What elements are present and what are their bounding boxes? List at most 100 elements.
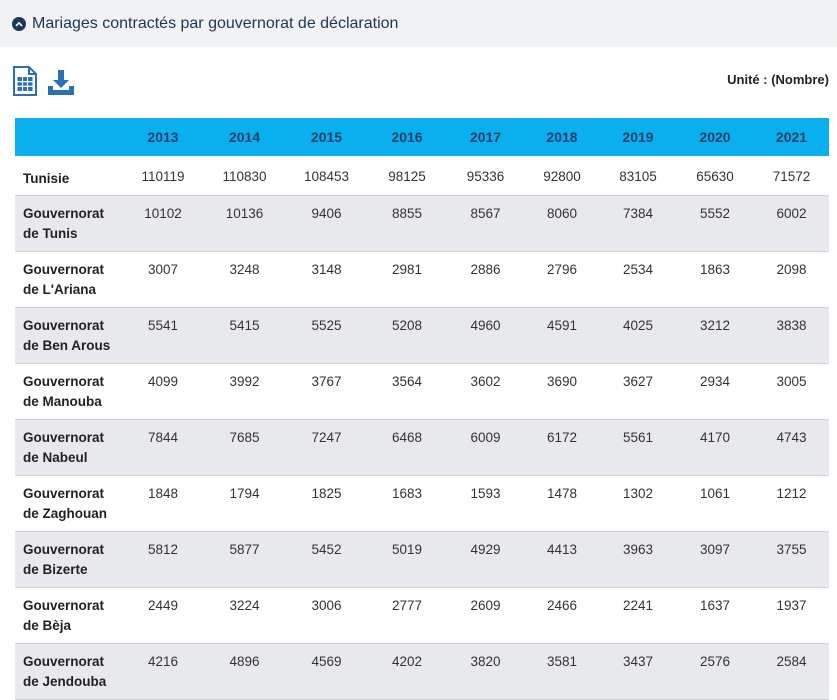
table-cell: 1061 <box>676 475 754 532</box>
table-cell: 4960 <box>447 307 524 364</box>
table-cell: 2584 <box>754 643 829 700</box>
row-label-line: Gouvernorat <box>23 373 105 389</box>
column-header[interactable]: 2013 <box>123 118 203 158</box>
column-header[interactable]: 2016 <box>367 118 447 158</box>
table-cell: 5561 <box>600 419 676 476</box>
row-label-line: Gouvernorat <box>23 597 105 613</box>
row-label: Gouvernorat de Tunis <box>15 195 123 252</box>
column-header[interactable]: 2021 <box>754 118 829 158</box>
column-header[interactable]: 2017 <box>447 118 524 158</box>
table-cell: 1637 <box>676 587 754 644</box>
table-cell: 2466 <box>524 587 600 644</box>
table-cell: 3581 <box>524 643 600 700</box>
table-cell: 110119 <box>123 157 203 196</box>
table-cell: 2241 <box>600 587 676 644</box>
row-label-line: de Bizerte <box>23 561 88 577</box>
table-cell: 3097 <box>676 531 754 588</box>
table-row: Gouvernorat de Ben Arous 5541 5415 5525 5… <box>15 307 829 364</box>
table-cell: 1863 <box>676 251 754 308</box>
row-label-line: de Nabeul <box>23 449 88 465</box>
table-cell: 2777 <box>367 587 447 644</box>
column-header[interactable]: 2015 <box>286 118 367 158</box>
section-title: Mariages contractés par gouvernorat de d… <box>32 14 399 32</box>
table-cell: 7247 <box>286 419 367 476</box>
table-cell: 83105 <box>600 157 676 196</box>
table-cell: 3755 <box>754 531 829 588</box>
chevron-up-circle-icon[interactable] <box>12 16 26 31</box>
table-cell: 2609 <box>447 587 524 644</box>
table-cell: 4569 <box>286 643 367 700</box>
row-label-line: Gouvernorat <box>23 541 105 557</box>
table-cell: 6172 <box>524 419 600 476</box>
table-cell: 3212 <box>676 307 754 364</box>
table-cell: 8060 <box>524 195 600 252</box>
table-cell: 2934 <box>676 363 754 420</box>
table-cell: 65630 <box>676 157 754 196</box>
unit-label: Unité : (Nombre) <box>727 72 829 87</box>
table-cell: 8855 <box>367 195 447 252</box>
row-label-line: de Jendouba <box>23 673 107 689</box>
row-label-line: Gouvernorat <box>23 653 105 669</box>
table-cell: 1794 <box>203 475 286 532</box>
column-header[interactable]: 2019 <box>600 118 676 158</box>
row-label-line: Gouvernorat <box>23 261 105 277</box>
table-cell: 2449 <box>123 587 203 644</box>
table-cell: 1825 <box>286 475 367 532</box>
row-label: Gouvernorat de Manouba <box>15 363 123 420</box>
row-label-line: Tunisie <box>23 171 70 186</box>
table-cell: 98125 <box>367 157 447 196</box>
table-cell: 2534 <box>600 251 676 308</box>
table-cell: 3148 <box>286 251 367 308</box>
table-cell: 5208 <box>367 307 447 364</box>
section-header[interactable]: Mariages contractés par gouvernorat de d… <box>0 0 837 47</box>
table-cell: 8567 <box>447 195 524 252</box>
table-cell: 3564 <box>367 363 447 420</box>
table-cell: 3005 <box>754 363 829 420</box>
table-cell: 3838 <box>754 307 829 364</box>
column-header[interactable]: 2018 <box>524 118 600 158</box>
table-cell: 7685 <box>203 419 286 476</box>
table-cell: 2098 <box>754 251 829 308</box>
table-cell: 2886 <box>447 251 524 308</box>
table-cell: 4591 <box>524 307 600 364</box>
table-cell: 1593 <box>447 475 524 532</box>
table-cell: 1212 <box>754 475 829 532</box>
table-cell: 3006 <box>286 587 367 644</box>
table-cell: 4202 <box>367 643 447 700</box>
table-cell: 71572 <box>754 157 829 196</box>
table-row: Gouvernorat de L'Ariana 3007 3248 3148 29… <box>15 251 829 308</box>
row-label-line: Gouvernorat <box>23 429 105 445</box>
table-cell: 3690 <box>524 363 600 420</box>
spreadsheet-icon[interactable] <box>13 66 37 101</box>
table-cell: 3007 <box>123 251 203 308</box>
table-cell: 3248 <box>203 251 286 308</box>
toolbar: Unité : (Nombre) <box>0 64 837 100</box>
table-cell: 10102 <box>123 195 203 252</box>
table-row: Gouvernorat de Zaghouan 1848 1794 1825 16… <box>15 475 829 532</box>
table-cell: 1478 <box>524 475 600 532</box>
table-row: Gouvernorat de Bèja 2449 3224 3006 2777 2… <box>15 587 829 644</box>
column-header[interactable]: 2014 <box>203 118 286 158</box>
table-cell: 1937 <box>754 587 829 644</box>
table-cell: 3627 <box>600 363 676 420</box>
table-row: Gouvernorat de Manouba 4099 3992 3767 356… <box>15 363 829 420</box>
table-cell: 92800 <box>524 157 600 196</box>
table-cell: 5452 <box>286 531 367 588</box>
row-label: Gouvernorat de L'Ariana <box>15 251 123 308</box>
row-label: Tunisie <box>15 157 123 196</box>
row-label: Gouvernorat de Nabeul <box>15 419 123 476</box>
table-cell: 4025 <box>600 307 676 364</box>
download-icon[interactable] <box>47 69 75 102</box>
table-cell: 3767 <box>286 363 367 420</box>
table-cell: 5812 <box>123 531 203 588</box>
row-label: Gouvernorat de Ben Arous <box>15 307 123 364</box>
table-cell: 2981 <box>367 251 447 308</box>
table-cell: 4929 <box>447 531 524 588</box>
column-header[interactable]: 2020 <box>676 118 754 158</box>
table-cell: 10136 <box>203 195 286 252</box>
table-cell: 7844 <box>123 419 203 476</box>
table-cell: 4170 <box>676 419 754 476</box>
table-cell: 4216 <box>123 643 203 700</box>
table-cell: 5415 <box>203 307 286 364</box>
table-row: Gouvernorat de Tunis 10102 10136 9406 885… <box>15 195 829 252</box>
